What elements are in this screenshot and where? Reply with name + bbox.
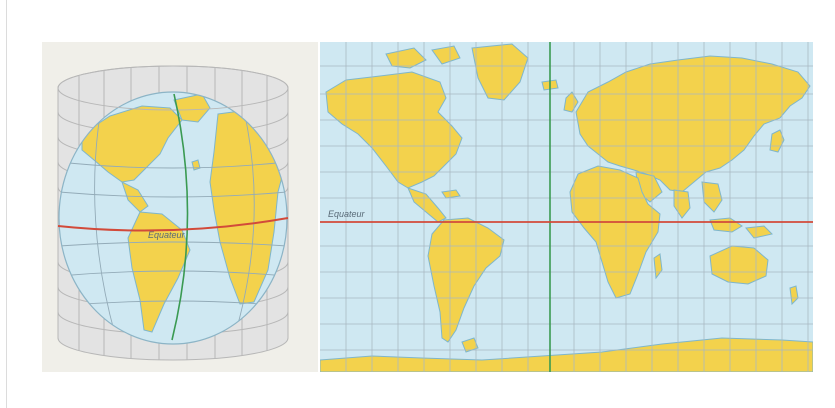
globe-equator-line — [57, 217, 289, 232]
cylinder-equator-label: Equateur — [148, 230, 186, 240]
map-equator-label: Equateur — [328, 209, 366, 219]
projection-illustration: Equateur — [42, 42, 813, 372]
globe-prime-meridian — [171, 93, 189, 341]
cylinder-panel: Equateur — [42, 42, 318, 372]
projection-figure: Equateur — [42, 42, 813, 372]
map-panel: Equateur — [320, 42, 813, 372]
panel-divider — [318, 42, 320, 372]
page-left-border — [6, 0, 7, 408]
cylinder-top-rim — [57, 65, 289, 111]
map-grid — [320, 42, 813, 372]
map-land — [320, 43, 813, 372]
